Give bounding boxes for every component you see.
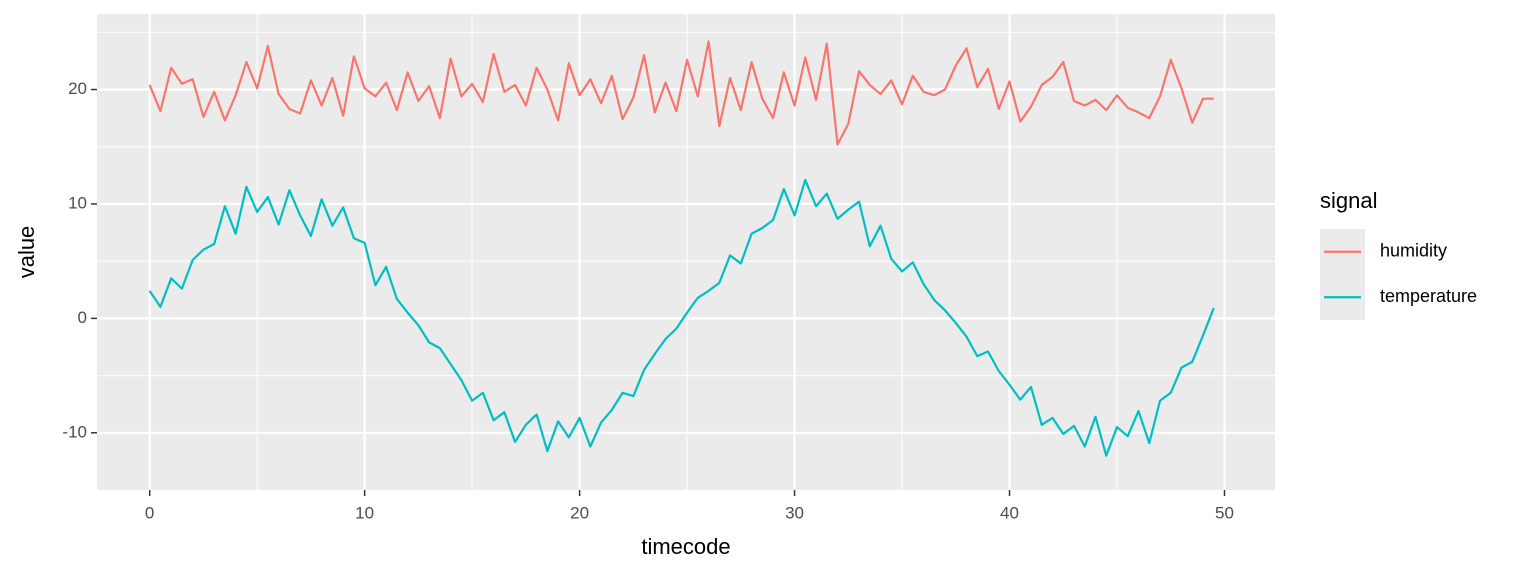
y-tick-label: 20 (68, 79, 87, 98)
x-tick-label: 0 (145, 503, 154, 522)
legend-label: humidity (1380, 241, 1447, 261)
x-tick-label: 30 (785, 503, 804, 522)
legend-label: temperature (1380, 286, 1477, 306)
line-series (148, 40, 1214, 146)
x-axis-title: timecode (641, 534, 730, 559)
y-tick-label: 10 (68, 193, 87, 212)
legend-title: signal (1320, 188, 1377, 213)
line-series (148, 178, 1215, 457)
y-axis-title: value (14, 226, 39, 279)
x-tick-label: 50 (1215, 503, 1234, 522)
x-tick-label: 10 (355, 503, 374, 522)
x-tick-label: 40 (1000, 503, 1019, 522)
x-tick-label: 20 (570, 503, 589, 522)
plot-panel (97, 14, 1275, 490)
y-tick-label: -10 (62, 422, 87, 441)
y-tick-label: 0 (78, 308, 87, 327)
